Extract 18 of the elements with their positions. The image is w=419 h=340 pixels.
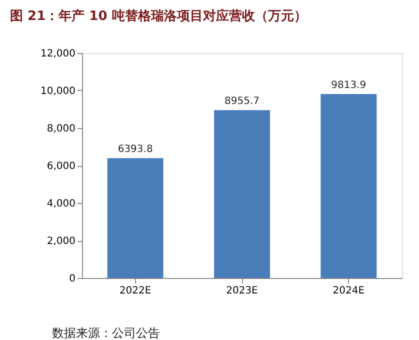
y-tick-label: 4,000 <box>46 198 76 210</box>
bar <box>320 94 377 278</box>
bar <box>107 158 164 278</box>
y-tick-label: 10,000 <box>40 86 76 97</box>
y-tick-label: 2,000 <box>46 236 76 247</box>
y-tick-label: 6,000 <box>46 161 76 172</box>
y-tick-label: 12,000 <box>40 48 76 60</box>
data-label: 8955.7 <box>224 96 260 108</box>
y-tick-label: 8,000 <box>46 124 76 134</box>
x-tick-label: 2023E <box>226 286 258 296</box>
x-tick-label: 2024E <box>332 286 365 296</box>
y-tick-label: 0 <box>69 274 76 284</box>
x-tick-label: 2022E <box>119 286 152 296</box>
data-label: 6393.8 <box>118 144 153 156</box>
data-label: 9813.9 <box>331 80 366 91</box>
bar <box>214 110 270 278</box>
source-note: 数据来源：公司公告 <box>52 326 160 340</box>
chart-title: 图 21：年产 10 吨替格瑞洛项目对应营收（万元） <box>10 8 307 24</box>
